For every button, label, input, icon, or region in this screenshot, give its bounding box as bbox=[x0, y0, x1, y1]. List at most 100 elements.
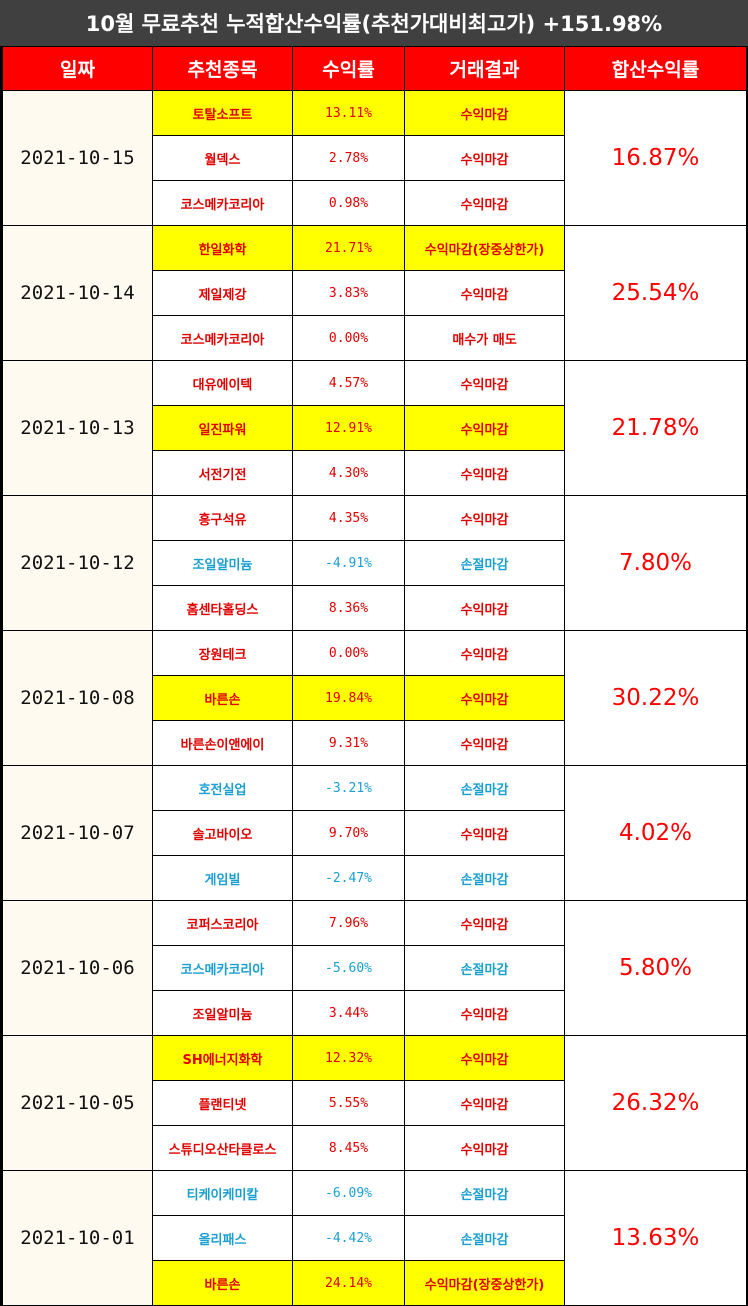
total-return-cell: 7.80% bbox=[564, 495, 747, 631]
stock-name-cell: 스튜디오산타클로스 bbox=[152, 1125, 293, 1171]
stock-name-cell: 티케이케미칼 bbox=[152, 1170, 293, 1216]
rate-cell: 13.11% bbox=[292, 90, 405, 136]
result-cell: 손절마감 bbox=[404, 1170, 565, 1216]
stock-name-cell: 서전기전 bbox=[152, 450, 293, 496]
rate-cell: 21.71% bbox=[292, 225, 405, 271]
total-return-cell: 21.78% bbox=[564, 360, 747, 496]
rate-cell: 3.44% bbox=[292, 990, 405, 1036]
table-row: 조일알미늄 3.44% 수익마감 bbox=[3, 990, 747, 1036]
rate-cell: 9.31% bbox=[292, 720, 405, 766]
stock-name-cell: 호전실업 bbox=[152, 765, 293, 811]
table-row: 2021-10-15 토탈소프트 13.11% 수익마감 16.87% bbox=[2, 90, 747, 226]
table-row: 바른손 24.14% 수익마감(장중상한가) bbox=[3, 1260, 747, 1306]
table-row: 2021-10-14 한일화학 21.71% 수익마감(장중상한가) 25.54% bbox=[2, 225, 747, 361]
rate-cell: 8.36% bbox=[292, 585, 405, 631]
rate-cell: 4.57% bbox=[292, 360, 405, 406]
result-cell: 손절마감 bbox=[404, 855, 565, 901]
result-cell: 매수가 매도 bbox=[404, 315, 565, 361]
table-row: 2021-10-08 장원테크 0.00% 수익마감 30.22% bbox=[2, 630, 747, 766]
table-row: 2021-10-13 대유에이텍 4.57% 수익마감 21.78% bbox=[2, 360, 747, 496]
result-cell: 수익마감 bbox=[404, 810, 565, 856]
rate-cell: 0.00% bbox=[292, 630, 405, 676]
returns-table: 일짜 추천종목 수익률 거래결과 합산수익률 2021-10-15 토탈소프트 13… bbox=[2, 46, 747, 1306]
table-row: 2021-10-01 티케이케미칼 -6.09% 손절마감 13.63% bbox=[2, 1170, 747, 1306]
table-row: 월덱스 2.78% 수익마감 bbox=[3, 135, 747, 181]
rate-cell: 7.96% bbox=[292, 900, 405, 946]
date-cell: 2021-10-15 bbox=[2, 90, 153, 226]
rate-cell: -4.42% bbox=[292, 1215, 405, 1261]
rate-cell: 0.00% bbox=[292, 315, 405, 361]
date-cell: 2021-10-01 bbox=[2, 1170, 153, 1306]
result-cell: 수익마감 bbox=[404, 360, 565, 406]
rate-cell: -3.21% bbox=[292, 765, 405, 811]
rate-cell: 9.70% bbox=[292, 810, 405, 856]
stock-name-cell: SH에너지화학 bbox=[152, 1035, 293, 1081]
date-cell: 2021-10-07 bbox=[2, 765, 153, 901]
result-cell: 수익마감 bbox=[404, 405, 565, 451]
table-row: 코스메카코리아 0.00% 매수가 매도 bbox=[3, 315, 747, 361]
table-row: 조일알미늄 -4.91% 손절마감 bbox=[3, 540, 747, 586]
table-row: 제일제강 3.83% 수익마감 bbox=[3, 270, 747, 316]
rate-cell: 2.78% bbox=[292, 135, 405, 181]
table-row: 스튜디오산타클로스 8.45% 수익마감 bbox=[3, 1125, 747, 1171]
rate-cell: -4.91% bbox=[292, 540, 405, 586]
result-cell: 수익마감 bbox=[404, 585, 565, 631]
table-row: 2021-10-07 호전실업 -3.21% 손절마감 4.02% bbox=[2, 765, 747, 901]
stock-name-cell: 제일제강 bbox=[152, 270, 293, 316]
header-row: 일짜 추천종목 수익률 거래결과 합산수익률 bbox=[2, 46, 747, 91]
stock-name-cell: 흥구석유 bbox=[152, 495, 293, 541]
stock-name-cell: 바른손 bbox=[152, 675, 293, 721]
date-cell: 2021-10-13 bbox=[2, 360, 153, 496]
rate-cell: 12.91% bbox=[292, 405, 405, 451]
result-cell: 수익마감 bbox=[404, 1035, 565, 1081]
stock-name-cell: 대유에이텍 bbox=[152, 360, 293, 406]
header-stock: 추천종목 bbox=[152, 46, 293, 91]
rate-cell: 5.55% bbox=[292, 1080, 405, 1126]
table-row: 서전기전 4.30% 수익마감 bbox=[3, 450, 747, 496]
result-cell: 손절마감 bbox=[404, 1215, 565, 1261]
stock-name-cell: 플랜티넷 bbox=[152, 1080, 293, 1126]
total-return-cell: 26.32% bbox=[564, 1035, 747, 1171]
result-cell: 수익마감 bbox=[404, 1125, 565, 1171]
stock-name-cell: 홈센타홀딩스 bbox=[152, 585, 293, 631]
result-cell: 수익마감 bbox=[404, 180, 565, 226]
header-result: 거래결과 bbox=[404, 46, 565, 91]
date-cell: 2021-10-08 bbox=[2, 630, 153, 766]
result-cell: 수익마감 bbox=[404, 630, 565, 676]
total-return-cell: 25.54% bbox=[564, 225, 747, 361]
rate-cell: 4.35% bbox=[292, 495, 405, 541]
date-cell: 2021-10-05 bbox=[2, 1035, 153, 1171]
date-cell: 2021-10-06 bbox=[2, 900, 153, 1036]
header-date: 일짜 bbox=[2, 46, 153, 91]
stock-name-cell: 바른손 bbox=[152, 1260, 293, 1306]
rate-cell: 12.32% bbox=[292, 1035, 405, 1081]
rate-cell: -2.47% bbox=[292, 855, 405, 901]
result-cell: 수익마감 bbox=[404, 90, 565, 136]
stock-name-cell: 조일알미늄 bbox=[152, 990, 293, 1036]
table-row: 2021-10-06 코퍼스코리아 7.96% 수익마감 5.80% bbox=[2, 900, 747, 1036]
total-return-cell: 5.80% bbox=[564, 900, 747, 1036]
result-cell: 수익마감 bbox=[404, 450, 565, 496]
stock-name-cell: 한일화학 bbox=[152, 225, 293, 271]
rate-cell: 3.83% bbox=[292, 270, 405, 316]
table-row: 2021-10-05 SH에너지화학 12.32% 수익마감 26.32% bbox=[2, 1035, 747, 1171]
stock-name-cell: 올리패스 bbox=[152, 1215, 293, 1261]
result-cell: 수익마감 bbox=[404, 720, 565, 766]
table-row: 게임빌 -2.47% 손절마감 bbox=[3, 855, 747, 901]
result-cell: 손절마감 bbox=[404, 945, 565, 991]
stock-name-cell: 토탈소프트 bbox=[152, 90, 293, 136]
stock-name-cell: 솔고바이오 bbox=[152, 810, 293, 856]
stock-name-cell: 월덱스 bbox=[152, 135, 293, 181]
result-cell: 수익마감(장중상한가) bbox=[404, 225, 565, 271]
result-cell: 수익마감 bbox=[404, 900, 565, 946]
stock-name-cell: 바른손이앤에이 bbox=[152, 720, 293, 766]
date-cell: 2021-10-12 bbox=[2, 495, 153, 631]
result-cell: 수익마감 bbox=[404, 675, 565, 721]
date-cell: 2021-10-14 bbox=[2, 225, 153, 361]
header-rate: 수익률 bbox=[292, 46, 405, 91]
table-row: 바른손 19.84% 수익마감 bbox=[3, 675, 747, 721]
result-cell: 수익마감 bbox=[404, 990, 565, 1036]
table-body: 2021-10-15 토탈소프트 13.11% 수익마감 16.87% 월덱스 2.78% 수… bbox=[2, 90, 747, 1306]
rate-cell: 8.45% bbox=[292, 1125, 405, 1171]
